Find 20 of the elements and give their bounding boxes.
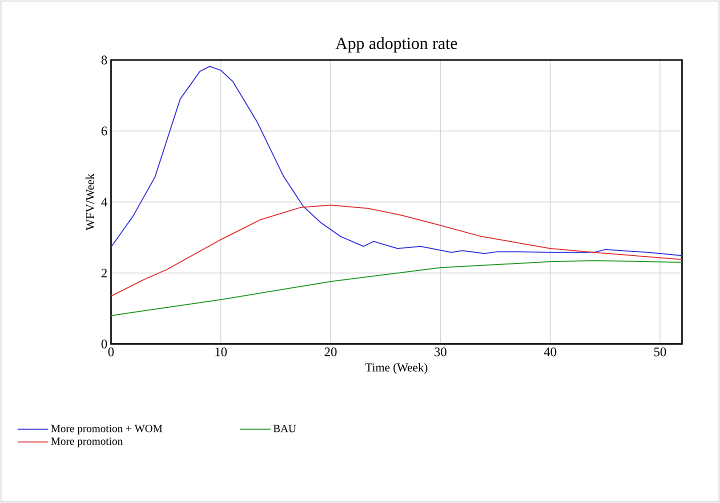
line-series: [111, 66, 682, 256]
x-tick-label: 20: [324, 348, 337, 356]
x-axis-title: Time (Week): [365, 363, 428, 374]
x-tick-label: 40: [544, 348, 556, 356]
y-axis-title: WFV/Week: [86, 174, 94, 230]
x-tick-label: 0: [108, 348, 114, 356]
y-tick-label: 6: [102, 126, 108, 136]
x-tick-label: 50: [654, 348, 666, 356]
y-tick-label: 2: [102, 268, 107, 278]
x-tick-label: 10: [215, 348, 227, 356]
legend-label: More promotion + WOM: [51, 424, 162, 434]
chart-title: App adoption rate: [336, 37, 458, 52]
legend-label: More promotion: [51, 438, 123, 448]
line-series: [111, 204, 682, 297]
line-series: [111, 260, 682, 316]
y-tick-label: 4: [101, 198, 108, 206]
legend-label: BAU: [273, 424, 296, 432]
y-tick-label: 0: [102, 340, 107, 348]
y-tick-label: 8: [102, 56, 107, 64]
x-tick-label: 30: [434, 348, 446, 356]
